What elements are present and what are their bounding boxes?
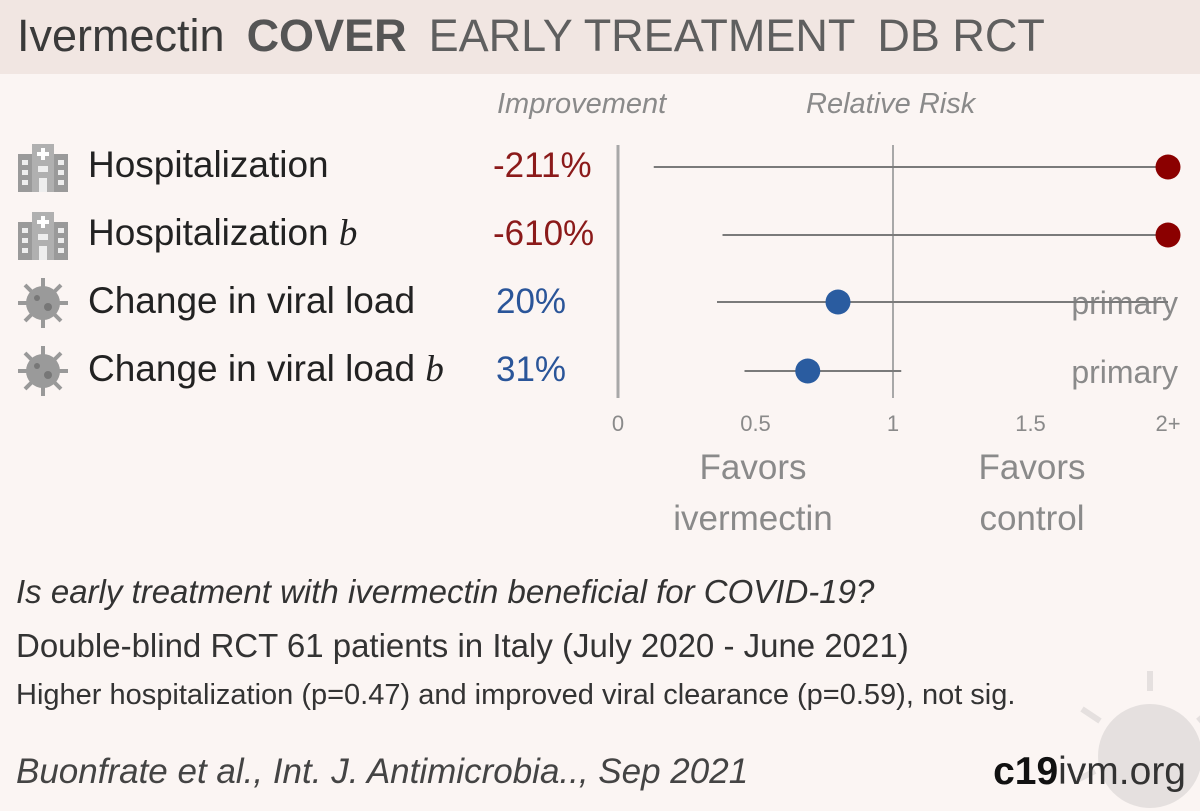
title-stage: EARLY TREATMENT [428,10,856,61]
favors-control-label-line2: control [979,499,1084,538]
brand-bold: c19 [993,750,1059,793]
relative-risk-column-header: Relative Risk [806,88,976,120]
title-design: DB RCT [877,10,1045,61]
primary-outcome-label: primary [1071,354,1178,390]
background-virus-icon [1073,671,1200,808]
forest-plot: 0 0.5 1 1.5 2+ Favors ivermectin Favors control p… [612,145,1181,538]
row-improvement-hospitalization: -211% [493,146,592,185]
brand-rest: ivm.org [1058,750,1186,793]
favors-ivermectin-label-line2: ivermectin [673,499,832,538]
x-tick-label: 0.5 [740,411,771,436]
favors-ivermectin-label-line1: Favors [700,448,807,487]
virus-icon [18,346,68,396]
brand-logo[interactable]: c19ivm.org [993,750,1186,794]
x-tick-label: 2+ [1155,411,1180,436]
row-label-hospitalization-b: Hospitalization b [88,212,358,254]
row-improvement-hospitalization-b: -610% [493,214,595,253]
favors-control-label-line1: Favors [979,448,1086,487]
study-design: Double-blind RCT 61 patients in Italy (J… [16,627,909,664]
point-estimate [1155,154,1181,180]
row-label-viral-load-b: Change in viral load b [88,348,444,390]
x-tick-label: 0 [612,411,624,436]
study-question: Is early treatment with ivermectin benef… [16,573,875,610]
citation: Buonfrate et al., Int. J. Antimicrobia..… [16,752,749,791]
point-estimate [1155,222,1181,248]
point-estimate [825,289,851,315]
virus-icon [18,278,68,328]
row-label-viral-load: Change in viral load [88,280,416,321]
hospital-icon [18,212,68,260]
x-tick-label: 1 [887,411,899,436]
title-bar: Ivermectin COVER EARLY TREATMENT DB RCT [0,0,1200,74]
row-label-hospitalization: Hospitalization [88,144,329,185]
point-estimate [795,358,821,384]
row-improvement-viral-load-b: 31% [496,350,567,389]
x-tick-label: 1.5 [1015,411,1046,436]
study-result: Higher hospitalization (p=0.47) and impr… [16,679,1016,711]
improvement-column-header: Improvement [497,88,667,120]
title-drug: Ivermectin [17,10,225,61]
title-study: COVER [246,10,407,61]
hospital-icon [18,144,68,192]
row-improvement-viral-load: 20% [496,282,567,321]
page-title: Ivermectin COVER EARLY TREATMENT DB RCT [17,10,1045,62]
